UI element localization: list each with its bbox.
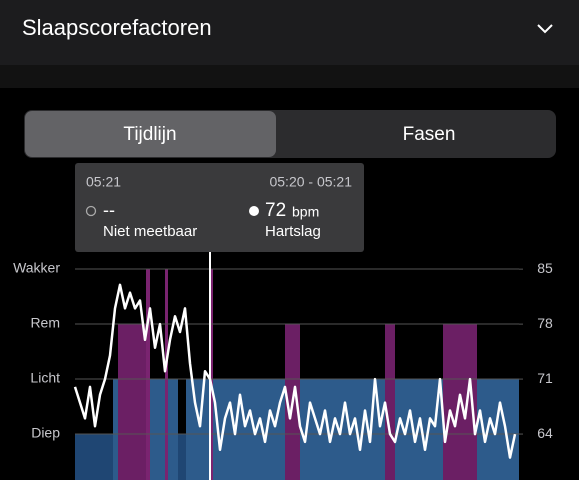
stage-block [113,379,118,480]
header-bar[interactable] [0,0,579,65]
divider-strip [0,65,579,88]
stage-block [300,379,385,480]
stage-block [210,269,213,480]
header-title: Slaapscorefactoren [22,15,212,40]
y-category-label: Wakker [13,260,60,276]
plot: Diep Licht Rem Wakker 64 71 78 85 [13,260,553,480]
y-category-label: Licht [30,370,60,386]
tooltip [75,163,364,252]
y-category-label: Diep [31,425,60,441]
tab[interactable]: Fasen [403,124,456,145]
stage-block [385,324,395,480]
y2-tick-label: 85 [537,260,553,276]
tab-selected[interactable] [25,111,276,157]
empty-dot [85,205,97,217]
stage-block [118,324,146,480]
y2-tick-label: 71 [537,370,553,386]
stage-block [178,434,186,480]
hr-dot [249,206,259,216]
tooltip-value: 72 [265,200,286,221]
tooltip-label: Niet meetbaar [103,223,197,240]
stage-block [186,379,210,480]
y2-tick-label: 78 [537,315,553,331]
stage-block [146,269,150,480]
heart-rate-line [73,283,517,459]
tooltip-unit: bpm [292,204,319,220]
tooltip-label: Hartslag [265,223,321,240]
stage-block [168,379,178,480]
y2-tick-label: 64 [537,425,553,441]
stage-block [213,379,285,480]
tooltip-time: 05:21 [86,174,121,190]
tooltip-time: 05:20 - 05:21 [269,174,352,190]
stage-block [165,269,168,480]
y-category-label: Rem [30,315,60,331]
stage-block [75,434,113,480]
stage-block [395,379,443,480]
tab[interactable]: Tijdlijn [123,124,176,145]
stage-block [150,379,165,480]
chevron[interactable] [537,24,553,34]
tooltip-value: -- [103,200,115,220]
